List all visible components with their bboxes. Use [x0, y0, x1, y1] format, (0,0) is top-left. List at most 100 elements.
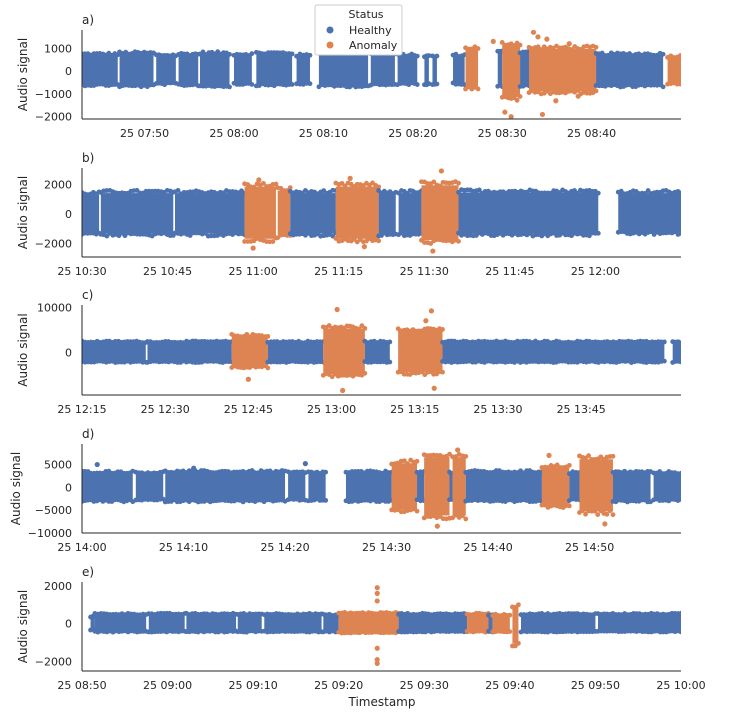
signal-band: [424, 57, 429, 84]
signal-point: [516, 602, 521, 608]
signal-segment-healthy: [368, 51, 398, 88]
signal-segment-healthy: [593, 50, 666, 90]
y-tick-label: 1000: [44, 42, 72, 55]
signal-point: [261, 180, 266, 186]
y-tick-label: 0: [65, 618, 72, 631]
signal-band: [147, 342, 232, 362]
y-tick-label: 0: [65, 346, 72, 359]
signal-segment-healthy: [710, 51, 733, 90]
signal-segment-anomaly: [275, 185, 293, 241]
signal-segment-healthy: [440, 338, 667, 365]
signal-segment-anomaly: [229, 331, 271, 371]
signal-band: [178, 55, 199, 85]
outlier-point-anomaly: [250, 245, 256, 251]
signal-point: [333, 236, 339, 241]
plot-area: [82, 30, 739, 119]
signal-band: [579, 459, 613, 512]
signal-band: [323, 615, 339, 632]
signal-point: [678, 340, 681, 346]
signal-point: [431, 179, 437, 185]
outlier-point-healthy: [191, 465, 197, 471]
signal-point: [440, 327, 445, 332]
x-tick-label: 25 13:30: [473, 403, 522, 416]
x-tick-label: 25 14:10: [159, 541, 208, 554]
signal-segment-healthy: [153, 52, 179, 88]
signal-segment-anomaly: [464, 610, 491, 635]
signal-segment-healthy: [362, 338, 393, 365]
signal-point: [734, 83, 739, 88]
signal-band: [370, 55, 395, 85]
signal-point: [475, 46, 481, 51]
signal-point: [592, 508, 598, 514]
signal-point: [418, 498, 423, 504]
signal-point: [725, 52, 730, 57]
legend-marker-healthy: [326, 26, 334, 34]
y-tick-label: −2000: [35, 656, 72, 669]
x-tick-label: 25 12:00: [571, 265, 620, 278]
signal-point: [476, 187, 482, 193]
signal-band: [618, 193, 681, 233]
signal-point: [677, 81, 681, 87]
signal-point: [475, 86, 481, 92]
y-tick-label: 0: [65, 481, 72, 494]
signal-point: [593, 88, 599, 94]
outlier-point-anomaly: [374, 598, 380, 604]
signal-segment-anomaly: [499, 40, 523, 103]
signal-segment-healthy: [98, 187, 176, 239]
signal-band: [82, 472, 133, 501]
signal-point: [414, 508, 420, 514]
outlier-point-healthy: [94, 461, 100, 468]
x-tick-label: 25 10:45: [143, 265, 192, 278]
signal-point: [583, 511, 588, 517]
signal-point: [661, 339, 667, 345]
x-tick-label: 25 14:50: [565, 541, 614, 554]
signal-point: [265, 365, 271, 371]
signal-point: [507, 612, 513, 618]
signal-point: [710, 83, 715, 88]
signal-segment-healthy: [615, 188, 681, 237]
signal-band: [277, 190, 291, 235]
outlier-point-anomaly: [553, 98, 559, 104]
signal-point: [681, 55, 686, 60]
signal-segment-healthy: [176, 50, 201, 89]
signal-band: [449, 473, 453, 500]
panel-tag: a): [82, 13, 94, 27]
signal-point: [645, 188, 651, 193]
signal-point: [249, 51, 255, 57]
signal-point: [456, 238, 461, 244]
panel-c: 10000 0 25 12:15 25 12:30 25 12:45 25 13:00 25…: [16, 288, 681, 416]
outlier-point-anomaly: [430, 248, 436, 254]
signal-segment-healthy: [396, 188, 424, 239]
x-tick-label: 25 09:10: [229, 679, 278, 692]
signal-band: [458, 192, 599, 234]
plot-area: [88, 585, 681, 667]
signal-point: [678, 359, 681, 365]
signal-point: [362, 370, 368, 376]
signal-band: [267, 342, 324, 362]
outlier-point-anomaly: [374, 590, 380, 596]
signal-point: [418, 469, 423, 475]
signal-point: [175, 188, 181, 193]
x-tick-label: 25 14:00: [57, 541, 106, 554]
signal-point: [722, 52, 727, 57]
signal-segment-healthy: [162, 468, 288, 505]
signal-band: [364, 342, 390, 362]
x-tick-label: 25 11:15: [314, 265, 363, 278]
signal-band: [237, 614, 262, 632]
signal-point: [678, 610, 681, 616]
signal-point: [688, 55, 693, 60]
x-tick-label: 25 10:00: [656, 679, 705, 692]
signal-band: [398, 614, 468, 632]
signal-band: [612, 472, 651, 501]
signal-point: [716, 51, 721, 56]
signal-band: [497, 53, 503, 86]
y-axis-label: Audio signal: [16, 590, 30, 663]
signal-point: [434, 53, 440, 59]
panel-tag: c): [82, 288, 93, 302]
signal-point: [426, 53, 432, 59]
signal-band: [233, 55, 252, 84]
signal-point: [593, 44, 599, 50]
signal-point: [713, 83, 718, 88]
signal-point: [342, 183, 348, 189]
signal-segment-anomaly: [463, 44, 481, 92]
